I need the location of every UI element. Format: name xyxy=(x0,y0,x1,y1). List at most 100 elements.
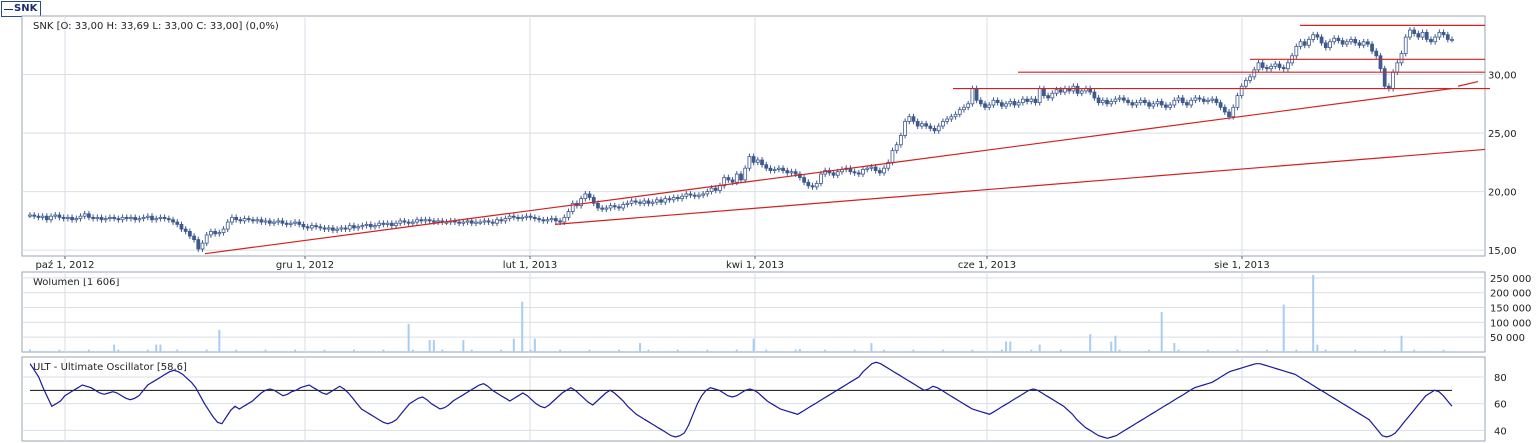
volume-bar xyxy=(155,344,158,352)
volume-bar xyxy=(1434,351,1437,352)
volume-bar xyxy=(596,351,599,352)
volume-bar xyxy=(1324,349,1327,352)
volume-bar xyxy=(773,351,776,352)
candle-body xyxy=(343,227,348,230)
volume-bar xyxy=(660,351,663,352)
volume-bar xyxy=(1396,351,1399,352)
candle-body xyxy=(591,197,596,204)
volume-bar xyxy=(289,351,292,352)
candle-body xyxy=(145,215,150,218)
volume-bar xyxy=(504,351,507,352)
volume-bar xyxy=(601,351,604,352)
candle-body xyxy=(61,216,66,219)
candle-body xyxy=(1256,62,1261,71)
volume-bar xyxy=(1345,351,1348,352)
candle-body xyxy=(987,104,992,108)
volume-bar xyxy=(887,351,890,352)
volume-bar xyxy=(260,351,263,352)
volume-bar xyxy=(1286,351,1289,352)
volume-bar xyxy=(487,351,490,352)
volume-bar xyxy=(811,351,814,352)
candle-body xyxy=(1252,69,1257,78)
candle-body xyxy=(583,193,588,200)
candle-body xyxy=(1336,37,1341,41)
candle-body xyxy=(314,225,318,228)
volume-bar xyxy=(1244,351,1247,352)
volume-bar xyxy=(407,323,410,352)
volume-bar xyxy=(1404,351,1407,352)
volume-bar xyxy=(542,351,545,352)
volume-bar xyxy=(197,351,200,352)
volume-bar xyxy=(1030,349,1033,352)
candle-body xyxy=(1265,67,1269,70)
volume-bar xyxy=(584,351,587,352)
volume-bar xyxy=(256,351,259,352)
candle-body xyxy=(1403,36,1408,54)
volume-bar xyxy=(479,351,482,352)
volume-bar xyxy=(1265,349,1268,352)
ticker-legend-tab[interactable]: SNK xyxy=(1,1,42,17)
volume-bar xyxy=(167,351,170,352)
volume-bar xyxy=(1190,351,1193,352)
volume-bar xyxy=(79,351,82,352)
volume-bar xyxy=(1232,351,1235,352)
volume-bar xyxy=(243,351,246,352)
candle-body xyxy=(974,88,979,101)
candle-body xyxy=(1370,43,1374,52)
volume-bar xyxy=(920,351,923,352)
volume-bar xyxy=(1312,274,1315,352)
volume-bar xyxy=(1206,349,1209,352)
candle-body xyxy=(991,99,996,106)
candle-body xyxy=(549,218,554,221)
volume-bar xyxy=(883,349,886,352)
volume-bar xyxy=(790,351,793,352)
volume-bar xyxy=(226,351,229,352)
candle-body xyxy=(642,200,647,204)
oscillator-y-tick-label: 60 xyxy=(1494,400,1507,411)
candle-body xyxy=(760,159,764,166)
candle-body xyxy=(730,179,735,183)
volume-bar xyxy=(420,351,423,352)
volume-bar xyxy=(1131,351,1134,352)
candle-body xyxy=(1260,62,1265,68)
candle-body xyxy=(970,88,975,105)
candle-body xyxy=(1239,85,1244,97)
candle-body xyxy=(1008,101,1013,105)
volume-bar xyxy=(706,349,709,352)
candle-body xyxy=(297,221,302,225)
candle-body xyxy=(1302,41,1307,46)
candle-body xyxy=(339,227,344,230)
volume-bar xyxy=(268,351,271,352)
candle-body xyxy=(898,135,903,146)
volume-bar xyxy=(1350,351,1353,352)
candle-body xyxy=(1441,31,1446,36)
volume-bar xyxy=(62,351,65,352)
candle-body xyxy=(230,216,234,223)
volume-bar xyxy=(933,351,936,352)
volume-bar xyxy=(857,351,860,352)
candle-body xyxy=(133,216,138,221)
candle-body xyxy=(684,193,689,197)
volume-bar xyxy=(424,351,427,352)
volume-bar xyxy=(373,351,376,352)
candle-body xyxy=(1197,97,1202,100)
volume-bar xyxy=(824,349,827,352)
candle-body xyxy=(545,219,550,222)
volume-bar xyxy=(1299,351,1302,352)
volume-bar xyxy=(1379,351,1382,352)
volume-bar xyxy=(37,351,40,352)
volume-bar xyxy=(1009,341,1012,352)
volume-bar xyxy=(958,351,961,352)
candle-body xyxy=(949,116,954,120)
volume-bar xyxy=(1005,341,1008,352)
candle-body xyxy=(1210,98,1215,101)
volume-bar xyxy=(432,340,435,352)
candle-body xyxy=(861,168,865,175)
volume-bar xyxy=(1442,349,1445,352)
volume-bar xyxy=(441,349,444,352)
volume-bar xyxy=(138,351,141,352)
price-y-tick-label: 20,00 xyxy=(1488,188,1517,199)
volume-bar xyxy=(1438,351,1441,352)
candle-body xyxy=(389,222,394,226)
